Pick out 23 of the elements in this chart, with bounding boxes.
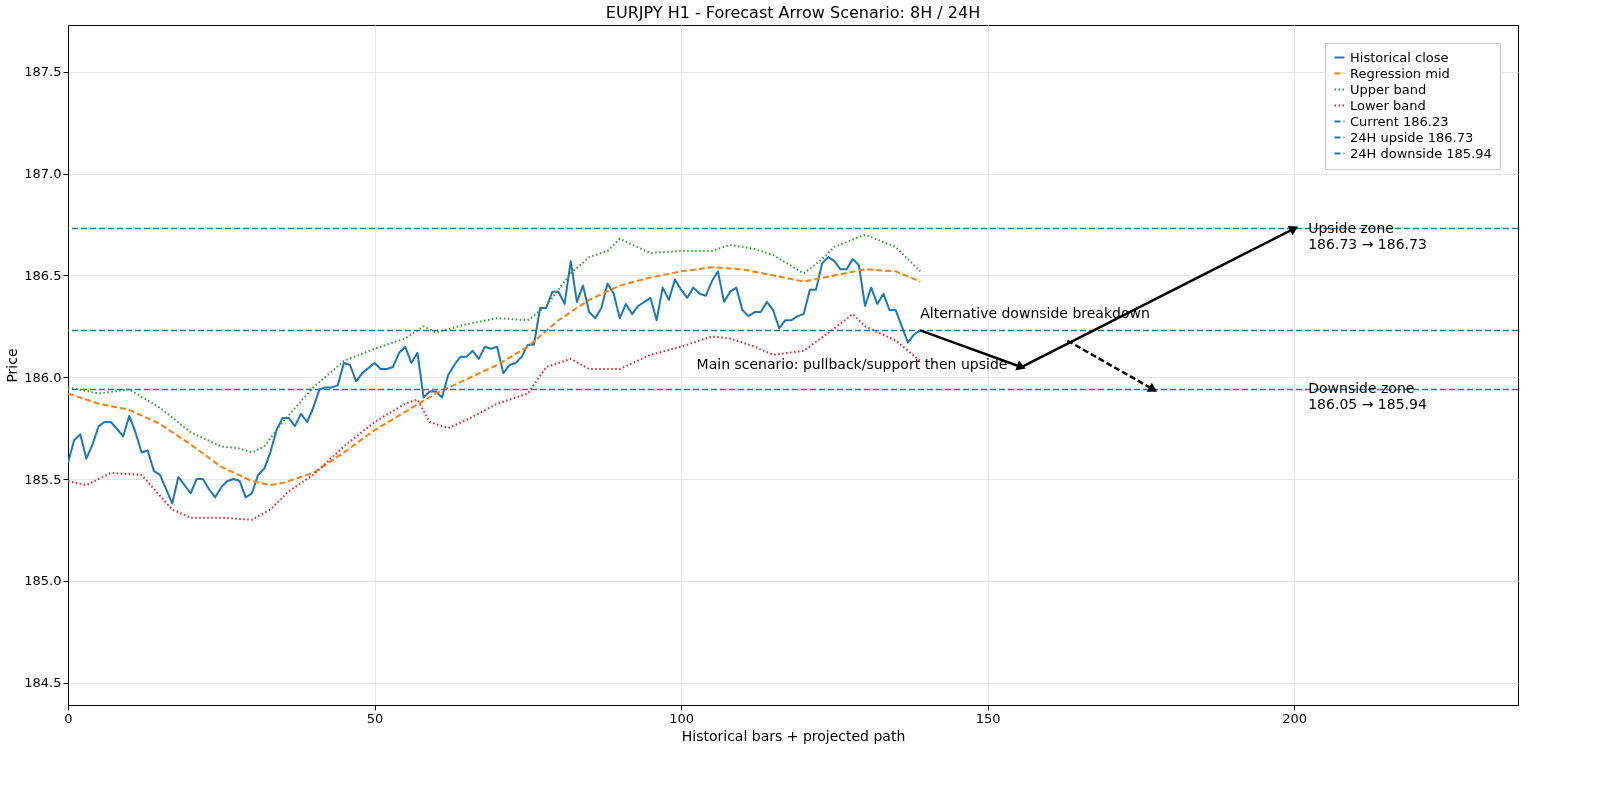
legend-label: Current 186.23	[1350, 113, 1449, 129]
x-tick-label: 150	[975, 710, 1001, 726]
annotation: Main scenario: pullback/support then upside	[696, 356, 1008, 373]
y-tick-label: 186.5	[24, 267, 62, 283]
x-axis-title: Historical bars + projected path	[681, 727, 906, 744]
x-tick-label: 200	[1282, 710, 1308, 726]
y-tick-label: 185.5	[24, 471, 62, 487]
legend-label: Historical close	[1350, 49, 1449, 65]
y-tick-label: 184.5	[24, 675, 62, 691]
chart-title: EURJPY H1 - Forecast Arrow Scenario: 8H / 24H	[605, 3, 981, 22]
y-tick-label: 187.5	[24, 64, 62, 80]
x-tick-label: 50	[366, 710, 384, 726]
y-axis-title: Price	[4, 348, 21, 383]
legend-label: Lower band	[1350, 97, 1426, 113]
x-tick-label: 100	[669, 710, 695, 726]
legend-label: 24H downside 185.94	[1350, 145, 1492, 161]
legend-label: 24H upside 186.73	[1350, 129, 1474, 145]
legend-label: Regression mid	[1350, 65, 1450, 81]
y-tick-label: 186.0	[24, 369, 62, 385]
x-tick-label: 0	[64, 710, 73, 726]
y-tick-label: 185.0	[24, 573, 62, 589]
legend-label: Upper band	[1350, 81, 1427, 97]
y-tick-label: 187.0	[24, 166, 62, 182]
